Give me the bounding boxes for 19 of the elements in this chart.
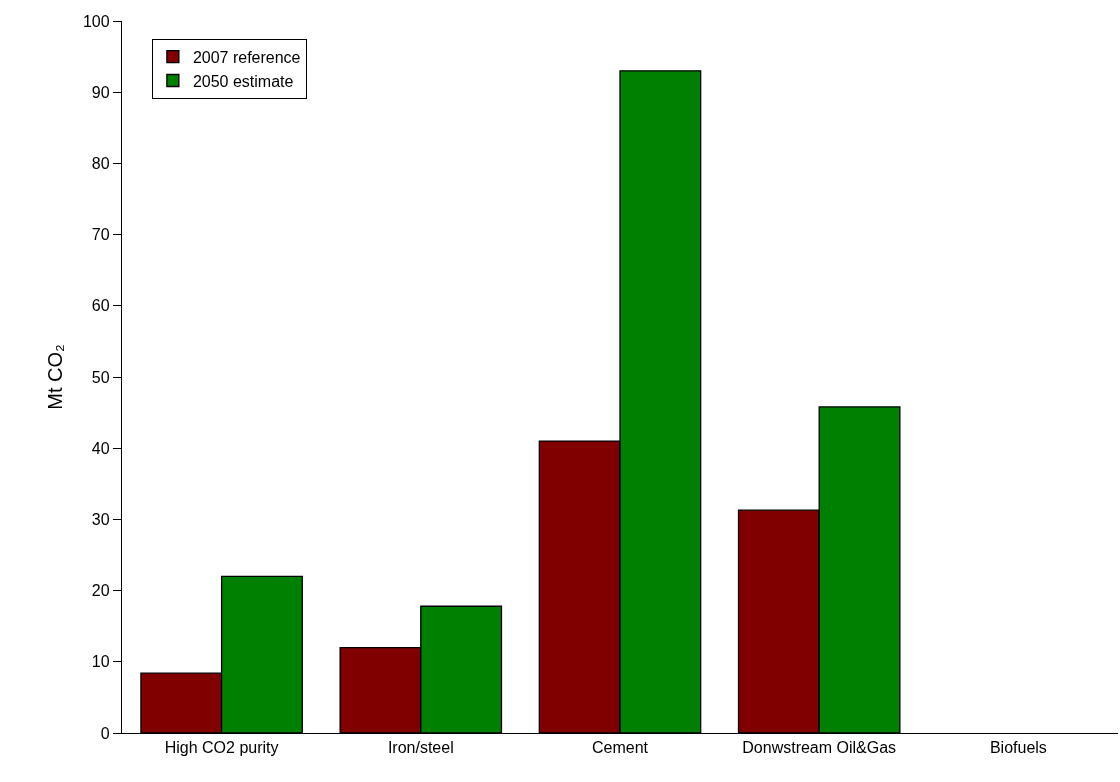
x-tick-label: Donwstream Oil&Gas — [742, 739, 897, 757]
x-tick-label: High CO2 purity — [164, 739, 279, 757]
legend-label: 2007 reference — [192, 48, 301, 66]
y-tick-label: 0 — [100, 724, 110, 742]
y-tick-label: 90 — [91, 83, 110, 101]
y-tick-label: 30 — [91, 511, 110, 528]
y-tick-label: 80 — [91, 155, 110, 172]
x-tick-label: Iron/steel — [387, 739, 454, 757]
x-tick-label: Cement — [591, 739, 649, 757]
x-tick-label: Biofuels — [989, 739, 1047, 757]
y-axis-title: Mt CO₂ — [44, 344, 67, 410]
y-tick-label: 40 — [91, 439, 110, 457]
y-tick-label: 20 — [91, 582, 110, 600]
y-tick-label: 50 — [91, 368, 110, 386]
legend-label: 2050 estimate — [192, 72, 294, 90]
y-tick-label: 10 — [91, 653, 110, 671]
y-tick-label: 100 — [82, 12, 110, 30]
y-tick-label: 60 — [91, 297, 110, 315]
y-tick-label: 70 — [91, 226, 110, 244]
